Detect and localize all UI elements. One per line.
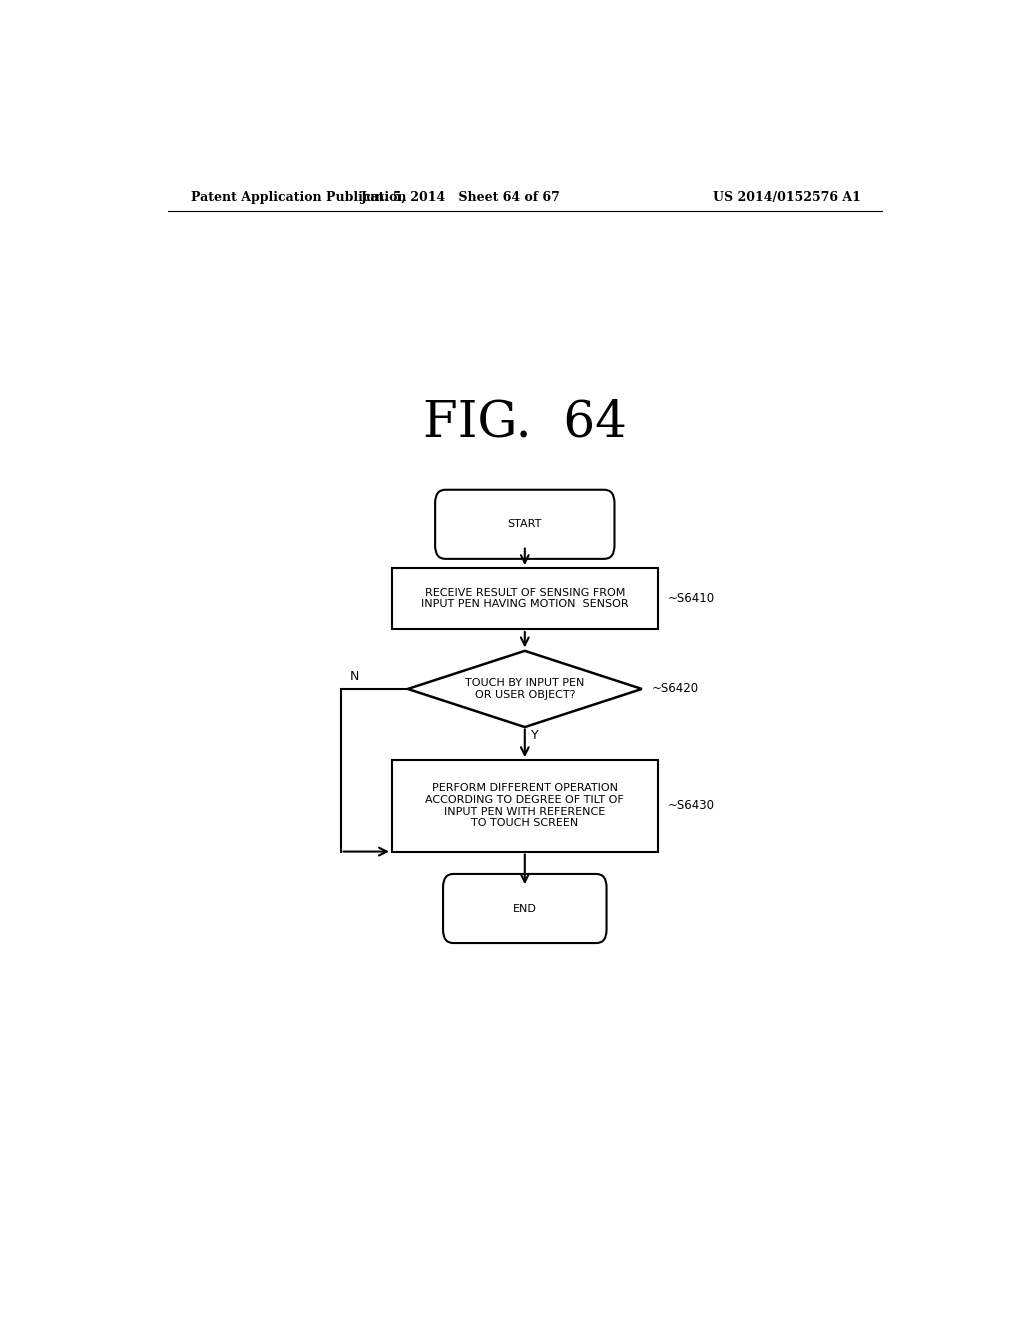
Text: Patent Application Publication: Patent Application Publication — [191, 190, 407, 203]
Text: ~S6430: ~S6430 — [668, 800, 715, 812]
Text: RECEIVE RESULT OF SENSING FROM
INPUT PEN HAVING MOTION  SENSOR: RECEIVE RESULT OF SENSING FROM INPUT PEN… — [421, 587, 629, 610]
Text: N: N — [349, 671, 358, 684]
Text: Y: Y — [531, 729, 539, 742]
Polygon shape — [408, 651, 642, 727]
Text: START: START — [508, 519, 542, 529]
Text: PERFORM DIFFERENT OPERATION
ACCORDING TO DEGREE OF TILT OF
INPUT PEN WITH REFERE: PERFORM DIFFERENT OPERATION ACCORDING TO… — [425, 784, 625, 828]
Text: TOUCH BY INPUT PEN
OR USER OBJECT?: TOUCH BY INPUT PEN OR USER OBJECT? — [465, 678, 585, 700]
Text: FIG.  64: FIG. 64 — [423, 397, 627, 447]
Bar — [392, 760, 657, 851]
Text: US 2014/0152576 A1: US 2014/0152576 A1 — [713, 190, 860, 203]
FancyBboxPatch shape — [435, 490, 614, 558]
Text: ~S6410: ~S6410 — [668, 591, 715, 605]
Text: ~S6420: ~S6420 — [651, 682, 698, 696]
Text: END: END — [513, 903, 537, 913]
Text: Jun. 5, 2014   Sheet 64 of 67: Jun. 5, 2014 Sheet 64 of 67 — [361, 190, 561, 203]
Bar — [392, 568, 657, 630]
FancyBboxPatch shape — [443, 874, 606, 942]
